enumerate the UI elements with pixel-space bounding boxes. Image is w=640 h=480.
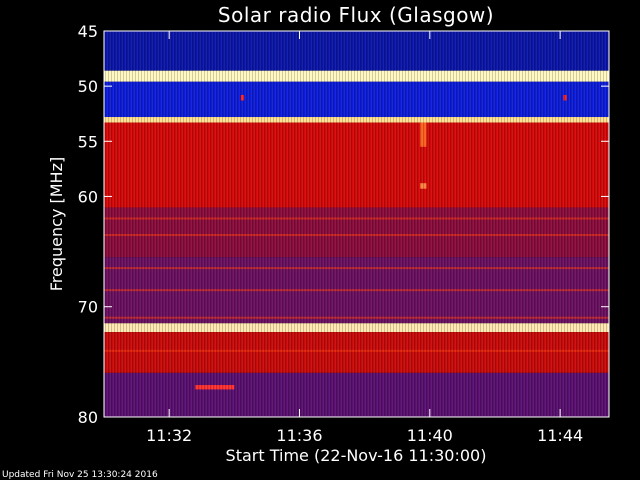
y-tick-label-1: 50 — [78, 77, 98, 96]
x-tick-label-2: 11:40 — [407, 426, 453, 445]
y-axis-label: Frequency [MHz] — [47, 157, 66, 291]
y-tick-label-4: 70 — [78, 298, 98, 317]
chart-title: Solar radio Flux (Glasgow) — [218, 3, 494, 27]
y-tick-label-3: 60 — [78, 187, 98, 206]
x-tick-label-3: 11:44 — [537, 426, 583, 445]
y-tick-label-2: 55 — [78, 132, 98, 151]
spectrogram-texture — [104, 31, 609, 417]
x-tick-label-0: 11:32 — [146, 426, 192, 445]
x-axis-label: Start Time (22-Nov-16 11:30:00) — [226, 446, 487, 465]
axis-ticks: 11:32 11:36 11:40 11:44 45 50 55 60 70 80 — [78, 22, 609, 445]
plot-frame — [103, 30, 610, 418]
y-tick-label-0: 45 — [78, 22, 98, 41]
x-tick-label-1: 11:36 — [276, 426, 322, 445]
y-tick-label-5: 80 — [78, 408, 98, 427]
updated-timestamp: Updated Fri Nov 25 13:30:24 2016 — [2, 470, 158, 480]
